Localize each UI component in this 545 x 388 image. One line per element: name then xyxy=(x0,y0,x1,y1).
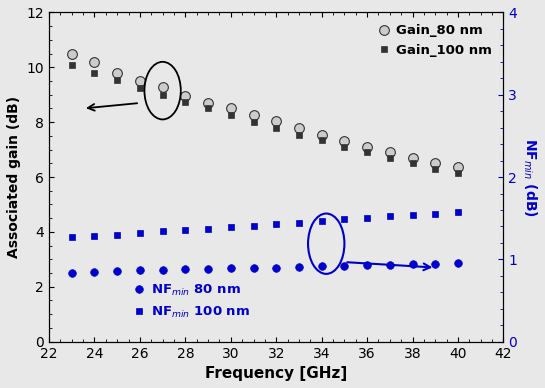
NF$_{min}$ 80 nm xyxy=(159,267,166,272)
Line: Gain_100 nm: Gain_100 nm xyxy=(68,61,462,177)
Gain_100 nm xyxy=(455,171,461,175)
Legend: NF$_{min}$ 80 nm, NF$_{min}$ 100 nm: NF$_{min}$ 80 nm, NF$_{min}$ 100 nm xyxy=(128,278,255,325)
Gain_80 nm xyxy=(455,165,461,170)
NF$_{min}$ 100 nm xyxy=(455,210,461,215)
Gain_100 nm xyxy=(91,71,98,75)
Gain_100 nm xyxy=(273,125,280,130)
Gain_80 nm xyxy=(182,94,189,99)
NF$_{min}$ 80 nm xyxy=(386,263,393,267)
NF$_{min}$ 80 nm xyxy=(296,265,302,269)
Line: Gain_80 nm: Gain_80 nm xyxy=(67,49,463,172)
Gain_100 nm xyxy=(205,106,211,111)
Gain_100 nm xyxy=(182,99,189,104)
Gain_80 nm xyxy=(432,161,439,166)
Gain_80 nm xyxy=(137,79,143,83)
NF$_{min}$ 80 nm xyxy=(227,266,234,271)
NF$_{min}$ 80 nm xyxy=(341,263,348,268)
NF$_{min}$ 100 nm xyxy=(386,214,393,218)
Gain_100 nm xyxy=(227,113,234,118)
NF$_{min}$ 80 nm xyxy=(182,267,189,272)
Line: NF$_{min}$ 80 nm: NF$_{min}$ 80 nm xyxy=(68,260,462,277)
NF$_{min}$ 100 nm xyxy=(227,225,234,230)
Gain_80 nm xyxy=(205,100,211,105)
NF$_{min}$ 100 nm xyxy=(318,218,325,223)
Gain_100 nm xyxy=(69,62,75,67)
Gain_100 nm xyxy=(341,145,348,149)
NF$_{min}$ 100 nm xyxy=(159,229,166,234)
Gain_100 nm xyxy=(386,156,393,160)
NF$_{min}$ 80 nm xyxy=(205,267,211,271)
NF$_{min}$ 100 nm xyxy=(250,223,257,228)
NF$_{min}$ 100 nm xyxy=(341,217,348,221)
NF$_{min}$ 100 nm xyxy=(273,222,280,227)
NF$_{min}$ 100 nm xyxy=(137,230,143,235)
X-axis label: Frequency [GHz]: Frequency [GHz] xyxy=(205,366,347,381)
Gain_80 nm xyxy=(386,150,393,155)
NF$_{min}$ 100 nm xyxy=(364,215,371,220)
Gain_80 nm xyxy=(114,71,120,75)
NF$_{min}$ 80 nm xyxy=(250,266,257,270)
Gain_80 nm xyxy=(159,84,166,89)
NF$_{min}$ 100 nm xyxy=(114,232,120,237)
NF$_{min}$ 100 nm xyxy=(432,211,439,216)
NF$_{min}$ 100 nm xyxy=(409,213,416,217)
Gain_80 nm xyxy=(69,51,75,56)
Y-axis label: Associated gain (dB): Associated gain (dB) xyxy=(7,96,21,258)
Gain_100 nm xyxy=(114,77,120,82)
Gain_100 nm xyxy=(318,138,325,142)
Gain_80 nm xyxy=(91,59,98,64)
NF$_{min}$ 80 nm xyxy=(364,263,371,268)
NF$_{min}$ 100 nm xyxy=(296,220,302,225)
NF$_{min}$ 80 nm xyxy=(91,269,98,274)
NF$_{min}$ 80 nm xyxy=(455,261,461,266)
NF$_{min}$ 80 nm xyxy=(114,268,120,273)
Gain_80 nm xyxy=(227,106,234,111)
Gain_80 nm xyxy=(341,139,348,144)
NF$_{min}$ 80 nm xyxy=(137,268,143,273)
Gain_100 nm xyxy=(137,86,143,90)
NF$_{min}$ 80 nm xyxy=(69,271,75,275)
Gain_80 nm xyxy=(250,113,257,118)
NF$_{min}$ 100 nm xyxy=(69,235,75,240)
NF$_{min}$ 100 nm xyxy=(182,228,189,232)
Gain_100 nm xyxy=(296,132,302,137)
NF$_{min}$ 80 nm xyxy=(273,265,280,270)
NF$_{min}$ 80 nm xyxy=(432,262,439,266)
NF$_{min}$ 80 nm xyxy=(409,262,416,267)
Gain_80 nm xyxy=(318,132,325,137)
NF$_{min}$ 100 nm xyxy=(205,226,211,231)
Gain_100 nm xyxy=(250,120,257,125)
Gain_80 nm xyxy=(273,118,280,123)
Gain_100 nm xyxy=(159,92,166,97)
Y-axis label: NF$_{min}$ (dB): NF$_{min}$ (dB) xyxy=(520,138,538,217)
Gain_80 nm xyxy=(409,156,416,160)
Line: NF$_{min}$ 100 nm: NF$_{min}$ 100 nm xyxy=(68,209,462,241)
Gain_80 nm xyxy=(296,125,302,130)
NF$_{min}$ 100 nm xyxy=(91,234,98,238)
Gain_100 nm xyxy=(409,161,416,166)
NF$_{min}$ 80 nm xyxy=(318,264,325,268)
Gain_80 nm xyxy=(364,145,371,149)
Gain_100 nm xyxy=(364,150,371,155)
Gain_100 nm xyxy=(432,166,439,171)
